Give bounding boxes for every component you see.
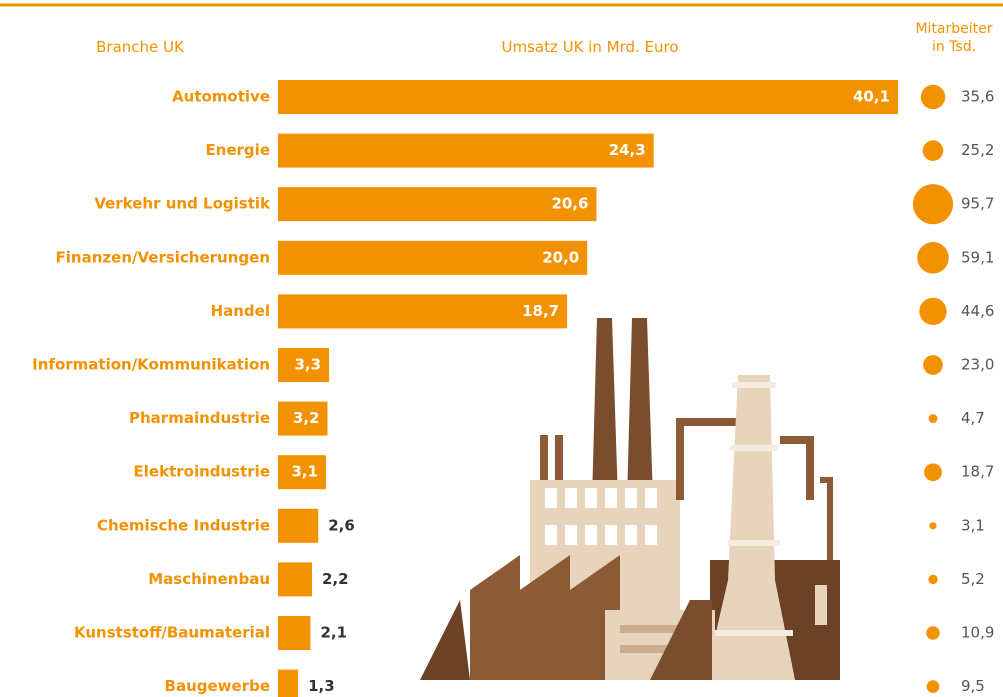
bar-value-label: 18,7: [522, 302, 559, 320]
category-label: Information/Kommunikation: [32, 356, 270, 374]
bubble: [926, 626, 940, 640]
category-label: Maschinenbau: [148, 570, 270, 588]
bubble: [924, 463, 942, 482]
bar-value-label: 1,3: [308, 677, 335, 695]
bar-value-label: 20,0: [542, 248, 579, 266]
bubble-value-label: 18,7: [961, 463, 994, 481]
bubble: [928, 574, 938, 585]
bar: [278, 508, 319, 543]
category-label: Elektroindustrie: [134, 463, 270, 481]
bar-header: Umsatz UK in Mrd. Euro: [501, 38, 679, 56]
bubble-value-label: 59,1: [961, 248, 994, 266]
bubble-value-label: 10,9: [961, 624, 994, 642]
bubble: [912, 184, 954, 225]
bubble-value-label: 5,2: [961, 570, 985, 588]
category-label: Kunststoff/Baumaterial: [74, 624, 270, 642]
category-label: Automotive: [172, 88, 270, 106]
category-label: Energie: [205, 141, 270, 159]
bubble: [920, 84, 946, 110]
bubble-value-label: 3,1: [961, 516, 985, 534]
bar: [278, 187, 597, 222]
bar-value-label: 2,6: [328, 516, 355, 534]
bubble: [923, 355, 943, 375]
bar: [278, 294, 568, 329]
bar: [278, 562, 313, 597]
bubble-value-label: 35,6: [961, 88, 994, 106]
bar: [278, 80, 898, 114]
bubble-value-label: 25,2: [961, 141, 994, 159]
bar: [278, 455, 326, 490]
bubble: [926, 680, 940, 693]
bar-value-label: 40,1: [853, 88, 890, 106]
bar: [278, 348, 330, 382]
bar-value-label: 2,2: [322, 570, 349, 588]
bubble-header: Mitarbeiter in Tsd.: [915, 21, 993, 55]
bubble: [919, 297, 947, 326]
category-label: Baugewerbe: [165, 677, 270, 695]
category-label: Finanzen/Versicherungen: [56, 248, 270, 266]
bar: [278, 616, 311, 650]
bubble: [929, 522, 937, 530]
category-label: Chemische Industrie: [97, 516, 270, 534]
bar-value-label: 2,1: [320, 624, 347, 642]
bubble-value-label: 44,6: [961, 302, 994, 320]
bar: [278, 669, 299, 697]
bar: [278, 240, 588, 275]
bubble-value-label: 95,7: [961, 195, 994, 213]
bar-value-label: 3,3: [294, 356, 321, 374]
category-label: Pharmaindustrie: [129, 409, 270, 427]
category-label: Verkehr und Logistik: [94, 195, 271, 213]
bar-value-label: 24,3: [609, 141, 646, 159]
bar-value-label: 3,2: [293, 409, 320, 427]
bubble-value-label: 4,7: [961, 409, 985, 427]
bar-value-label: 3,1: [291, 463, 318, 481]
bar: [278, 133, 654, 168]
category-header: Branche UK: [96, 38, 184, 56]
factory-illustration: [420, 318, 840, 680]
bar: [278, 401, 328, 436]
bubble-value-label: 23,0: [961, 356, 994, 374]
bubble: [928, 414, 938, 424]
bubble: [917, 242, 949, 274]
bar-value-label: 20,6: [551, 195, 588, 213]
bubble: [922, 140, 944, 161]
category-label: Handel: [211, 302, 270, 320]
bubble-value-label: 9,5: [961, 677, 985, 695]
